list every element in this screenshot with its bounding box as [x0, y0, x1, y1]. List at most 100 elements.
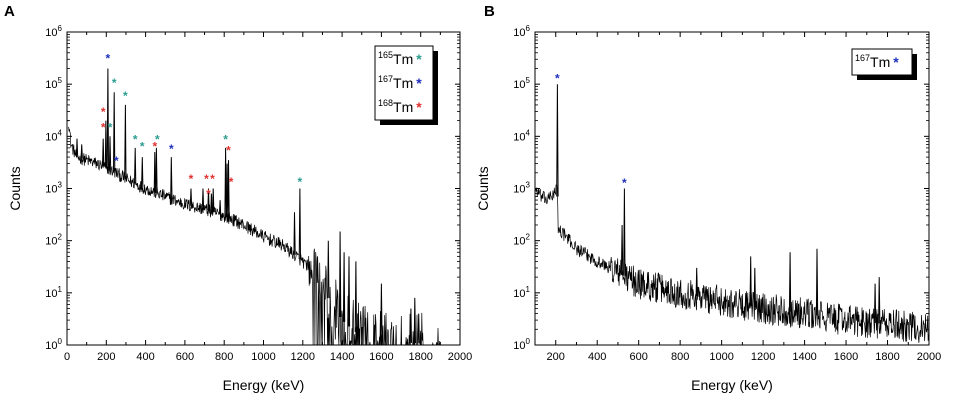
x-tick-label: 1000 [251, 351, 275, 363]
y-tick-label: 100 [513, 337, 530, 352]
peak-marker-165: * [223, 132, 228, 146]
peak-line [354, 261, 357, 332]
legend-box [374, 45, 434, 121]
peak-line [134, 147, 137, 184]
x-tick-label: 200 [547, 351, 565, 363]
peak-line [620, 224, 624, 275]
x-tick-label: 1800 [875, 351, 899, 363]
legend-element: Tm [870, 54, 890, 70]
y-tick-base: 10 [45, 288, 57, 300]
legend-entry-165: 165Tm * [378, 50, 422, 67]
panel-label: A [4, 3, 15, 20]
peak-line [212, 188, 215, 213]
x-tick-label: 600 [176, 351, 194, 363]
y-tick-base: 10 [45, 131, 57, 143]
x-tick-label: 1200 [751, 351, 775, 363]
peak-line [210, 193, 213, 212]
peak-line [189, 188, 193, 206]
peak-line [75, 138, 79, 158]
y-tick-base: 10 [513, 27, 525, 39]
y-tick-exp: 2 [526, 233, 531, 242]
y-tick-base: 10 [45, 79, 57, 91]
peak-marker-168: * [210, 172, 215, 186]
peak-marker-168: * [229, 175, 234, 189]
peak-line [815, 248, 819, 316]
y-tick-base: 10 [513, 288, 525, 300]
peak-line [227, 160, 230, 218]
legend-mass: 167 [855, 53, 870, 63]
y-tick-label: 100 [45, 337, 62, 352]
y-tick-label: 103 [513, 181, 530, 196]
y-tick-label: 105 [513, 76, 530, 91]
legend-marker: * [416, 99, 422, 115]
peak-marker-167: * [555, 72, 560, 86]
peak-line [413, 297, 416, 344]
x-tick-label: 1600 [834, 351, 858, 363]
peak-line [224, 147, 227, 217]
peak-line [753, 267, 756, 308]
peak-line [298, 188, 301, 260]
x-tick-label: 800 [215, 351, 233, 363]
peak-line [339, 231, 342, 318]
peak-line [623, 188, 626, 276]
x-axis-label: Energy (keV) [223, 377, 305, 393]
peak-marker-167: * [106, 51, 111, 65]
peak-marker-168: * [152, 139, 157, 153]
peak-marker-165: * [140, 139, 145, 153]
peak-line [113, 92, 116, 172]
x-axis-label: Energy (keV) [691, 377, 773, 393]
x-tick-label: 2000 [917, 351, 941, 363]
x-tick-label: 1000 [709, 351, 733, 363]
legend-marker: * [416, 75, 422, 91]
peak-line [155, 147, 158, 193]
y-tick-base: 10 [45, 236, 57, 248]
y-axis-label: Counts [7, 166, 23, 210]
peak-line [102, 138, 105, 167]
y-tick-exp: 2 [58, 233, 63, 242]
y-tick-exp: 5 [58, 76, 63, 85]
peak-line [226, 163, 229, 218]
legend-entry-167: 167Tm * [378, 74, 422, 91]
peak-marker-167: * [622, 176, 627, 190]
peak-marker-168: * [101, 121, 106, 135]
peak-line [106, 68, 109, 169]
y-tick-base: 10 [513, 184, 525, 196]
peak-line [207, 188, 210, 211]
x-tick-label: 800 [671, 351, 689, 363]
peak-marker-165: * [123, 89, 128, 103]
legend-mass: 167 [378, 74, 393, 84]
y-tick-base: 10 [513, 236, 525, 248]
peak-line [749, 256, 752, 307]
peak-line [409, 308, 412, 343]
peak-line [417, 313, 420, 344]
peak-marker-168: * [226, 144, 231, 158]
peak-line [873, 283, 877, 324]
peak-line [380, 283, 383, 341]
peak-line [108, 136, 112, 170]
peak-line [342, 252, 346, 322]
y-tick-label: 101 [45, 285, 62, 300]
peak-line [556, 84, 559, 197]
peak-marker-165: * [298, 175, 303, 189]
y-axis-label: Counts [475, 166, 491, 210]
legend-box [851, 48, 913, 76]
peak-line [695, 267, 698, 297]
peak-marker-168: * [189, 172, 194, 186]
x-tick-label: 400 [588, 351, 606, 363]
peak-line [80, 144, 83, 159]
x-tick-label: 1200 [291, 351, 315, 363]
legend-element: Tm [393, 99, 413, 115]
y-tick-base: 10 [513, 131, 525, 143]
peak-marker-165: * [133, 132, 138, 146]
peak-line [104, 120, 108, 168]
x-tick-label: 1600 [369, 351, 393, 363]
peak-marker-165: * [108, 121, 113, 135]
peak-marker-165: * [155, 132, 160, 146]
y-tick-base: 10 [45, 27, 57, 39]
peak-line [141, 157, 144, 187]
x-tick-label: 1400 [330, 351, 354, 363]
y-tick-label: 106 [45, 24, 62, 39]
y-tick-exp: 1 [526, 285, 531, 294]
